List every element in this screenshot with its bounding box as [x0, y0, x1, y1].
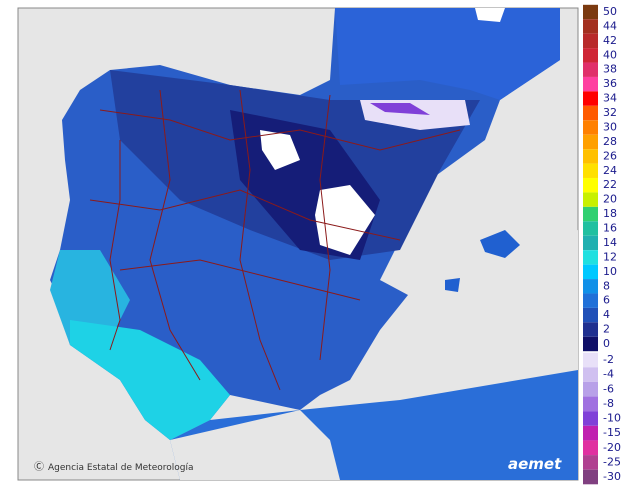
legend-label: 38 — [603, 63, 617, 76]
legend-swatch — [583, 76, 598, 92]
legend-label: 2 — [603, 323, 610, 336]
legend-label: -20 — [603, 441, 621, 454]
legend-label: 42 — [603, 34, 617, 47]
legend-label: 8 — [603, 279, 610, 292]
legend-swatch — [583, 4, 598, 20]
legend-label: -4 — [603, 368, 614, 381]
legend-label: -10 — [603, 412, 621, 425]
legend-label: 26 — [603, 149, 617, 162]
legend-label: 16 — [603, 222, 617, 235]
legend-label: 24 — [603, 164, 617, 177]
legend-swatch — [583, 206, 598, 222]
legend-label: 40 — [603, 48, 617, 61]
legend-swatch — [583, 469, 598, 485]
legend-swatch — [583, 250, 598, 265]
legend-label: 12 — [603, 250, 617, 263]
legend-swatch — [583, 235, 598, 251]
legend-swatch — [583, 425, 598, 441]
legend-swatch — [583, 149, 598, 164]
credit: Agencia Estatal de Meteorología — [48, 463, 194, 473]
legend-label: 4 — [603, 308, 610, 321]
legend-label: -15 — [603, 426, 621, 439]
legend-swatch — [583, 293, 598, 308]
legend-swatch — [583, 264, 598, 280]
legend-swatch — [583, 396, 598, 412]
legend-swatch — [583, 307, 598, 323]
legend-label: 20 — [603, 193, 617, 206]
legend-swatch — [583, 352, 598, 368]
legend-swatch — [583, 178, 598, 193]
credit-icon: Ⓒ — [34, 461, 44, 473]
legend-swatch — [583, 221, 598, 236]
legend-swatch — [583, 381, 598, 397]
legend-swatch — [583, 105, 598, 121]
temperature-field — [50, 8, 578, 480]
legend-swatch — [583, 91, 598, 106]
legend-swatch — [583, 19, 598, 34]
legend-swatch — [583, 322, 598, 337]
legend-label: -6 — [603, 382, 614, 395]
legend-swatch — [583, 192, 598, 207]
legend-swatch — [583, 336, 598, 352]
legend-label: 6 — [603, 294, 610, 307]
legend-label: 14 — [603, 236, 617, 249]
legend-swatch — [583, 48, 598, 63]
legend-swatch — [583, 367, 598, 382]
legend-label: 18 — [603, 207, 617, 220]
legend-label: 22 — [603, 178, 617, 191]
legend: 5044424038363432302826242220181614121086… — [583, 4, 621, 485]
legend-label: -30 — [603, 470, 621, 483]
legend-label: 36 — [603, 77, 617, 90]
legend-swatch — [583, 163, 598, 178]
legend-label: 10 — [603, 265, 617, 278]
legend-label: 30 — [603, 120, 617, 133]
legend-swatch — [583, 279, 598, 294]
legend-swatch — [583, 455, 598, 470]
legend-swatch — [583, 411, 598, 426]
borders — [89, 89, 461, 391]
legend-label: -8 — [603, 397, 614, 410]
legend-swatch — [583, 33, 598, 49]
logo: aemet — [508, 455, 562, 473]
legend-swatch — [583, 120, 598, 135]
legend-label: 50 — [603, 5, 617, 18]
legend-label: 28 — [603, 135, 617, 148]
legend-label: -25 — [603, 455, 621, 468]
legend-label: 44 — [603, 19, 617, 32]
legend-swatch — [583, 62, 598, 77]
legend-label: 32 — [603, 106, 617, 119]
legend-label: 0 — [603, 337, 610, 350]
legend-swatch — [583, 134, 598, 150]
legend-swatch — [583, 440, 598, 456]
legend-label: 34 — [603, 92, 617, 105]
legend-label: -2 — [603, 353, 614, 366]
